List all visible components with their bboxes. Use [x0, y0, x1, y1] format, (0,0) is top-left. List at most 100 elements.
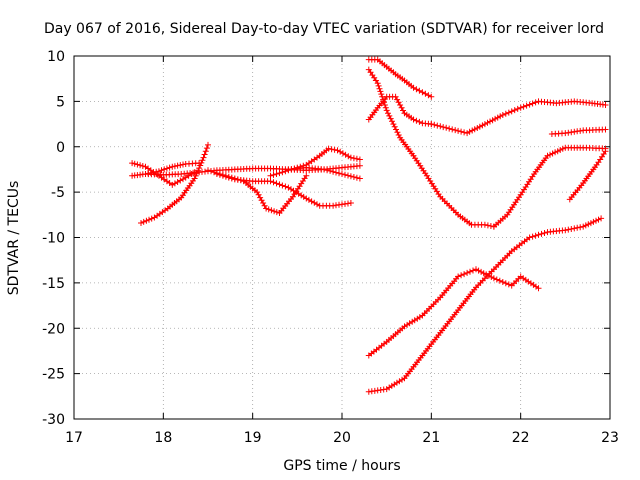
data-point — [303, 172, 310, 179]
series-sat-p — [365, 266, 542, 359]
data-point — [443, 124, 450, 131]
data-point — [330, 168, 337, 175]
data-point — [511, 107, 518, 114]
data-point — [148, 215, 155, 222]
series-sat-m — [490, 144, 609, 230]
data-point — [203, 145, 210, 152]
data-point — [265, 206, 272, 213]
data-point — [276, 170, 283, 177]
data-point — [464, 269, 471, 276]
data-point — [273, 171, 280, 177]
data-point — [416, 87, 423, 94]
data-point — [473, 266, 479, 273]
data-point — [337, 148, 344, 155]
data-point — [585, 221, 592, 228]
data-point — [499, 112, 506, 118]
data-point — [386, 112, 393, 119]
data-point — [342, 171, 348, 178]
data-point — [255, 191, 262, 198]
data-point — [425, 92, 432, 99]
data-point — [219, 172, 226, 179]
data-point — [158, 167, 165, 174]
data-point — [541, 230, 548, 236]
data-point — [374, 80, 381, 87]
data-point — [395, 99, 402, 106]
data-point — [308, 198, 315, 205]
data-point — [565, 226, 572, 233]
data-point — [263, 205, 270, 212]
data-point — [487, 223, 494, 229]
data-point — [166, 164, 173, 171]
x-tick-label: 17 — [65, 430, 83, 446]
y-tick-label: -10 — [42, 231, 65, 247]
data-point — [191, 175, 198, 182]
series-sat-n — [548, 126, 609, 137]
data-point — [381, 99, 387, 106]
data-point — [267, 178, 274, 185]
data-point — [379, 93, 386, 100]
data-point — [260, 200, 267, 206]
data-point — [270, 171, 277, 178]
data-point — [458, 272, 465, 279]
y-tick-label: 0 — [56, 140, 65, 156]
data-point — [434, 122, 441, 129]
data-point — [437, 123, 444, 130]
data-point — [134, 161, 141, 168]
data-point — [376, 85, 383, 92]
data-point — [270, 179, 277, 186]
data-point — [334, 147, 341, 154]
y-tick-label: -20 — [42, 321, 65, 337]
data-point — [395, 132, 402, 138]
x-tick-label: 20 — [333, 430, 351, 446]
y-tick-label: -15 — [42, 276, 65, 292]
data-point — [139, 163, 146, 169]
data-point — [490, 275, 497, 282]
data-point — [146, 216, 152, 223]
series-line — [368, 217, 602, 393]
data-point — [342, 151, 349, 158]
y-tick-label: 10 — [47, 49, 65, 65]
data-point — [466, 128, 473, 135]
data-point — [228, 175, 235, 182]
data-point — [487, 118, 493, 125]
data-point — [568, 226, 575, 232]
data-point — [222, 173, 229, 180]
data-point — [428, 93, 435, 100]
data-point — [602, 102, 609, 108]
data-point — [470, 267, 476, 274]
data-point — [140, 218, 147, 225]
data-point — [595, 216, 602, 223]
data-point — [440, 124, 447, 131]
data-point — [387, 115, 394, 122]
data-point — [378, 91, 385, 98]
data-point — [347, 173, 354, 180]
data-point — [356, 162, 363, 169]
data-point — [526, 101, 533, 108]
data-point — [276, 181, 283, 188]
data-point — [267, 172, 274, 179]
data-point — [497, 113, 504, 120]
data-point — [383, 107, 390, 114]
x-axis-label: GPS time / hours — [283, 458, 400, 474]
data-point — [397, 102, 404, 108]
grid — [74, 56, 610, 419]
data-point — [208, 168, 214, 175]
data-point — [488, 274, 495, 280]
data-point — [391, 123, 398, 130]
data-point — [353, 174, 360, 181]
data-point — [502, 280, 509, 287]
data-point — [602, 126, 609, 133]
data-point — [321, 166, 328, 173]
data-point — [538, 230, 545, 237]
data-point — [163, 165, 170, 172]
data-point — [199, 157, 206, 164]
y-tick-label: -25 — [42, 367, 65, 383]
data-point — [446, 125, 453, 132]
data-point — [532, 232, 539, 239]
data-point — [202, 148, 209, 155]
data-point — [155, 168, 162, 175]
data-point — [356, 156, 363, 163]
data-point — [400, 107, 406, 114]
y-axis-label: SDTVAR / TECUs — [6, 181, 22, 296]
data-point — [196, 160, 203, 167]
